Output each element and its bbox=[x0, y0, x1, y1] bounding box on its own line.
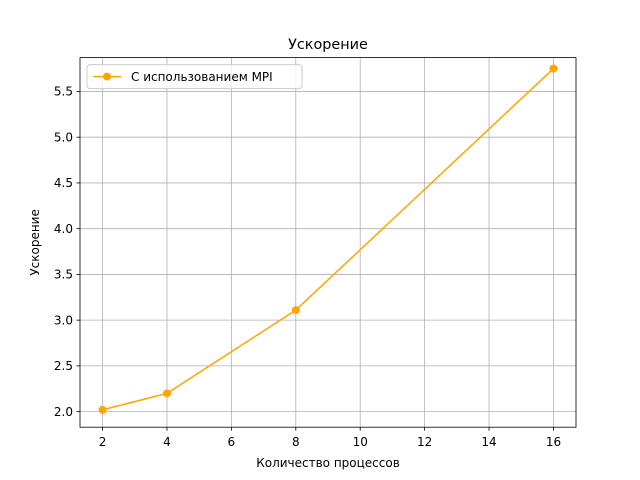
x-tick-label: 4 bbox=[163, 435, 171, 449]
x-tick-label: 12 bbox=[417, 435, 432, 449]
x-tick-label: 2 bbox=[99, 435, 107, 449]
legend-frame bbox=[86, 64, 303, 90]
data-point bbox=[291, 306, 300, 315]
y-tick-label: 4.5 bbox=[54, 176, 73, 190]
y-tick-label: 4.0 bbox=[54, 222, 73, 236]
y-axis-title: Ускорение bbox=[28, 209, 42, 276]
plot-area-frame bbox=[79, 57, 577, 428]
x-tick-label: 14 bbox=[481, 435, 496, 449]
x-axis-title: Количество процессов bbox=[256, 456, 400, 470]
data-point bbox=[162, 389, 171, 398]
x-tick-label: 16 bbox=[546, 435, 561, 449]
x-tick-label: 10 bbox=[353, 435, 368, 449]
grid-lines bbox=[80, 57, 576, 428]
y-tick-label: 2.5 bbox=[54, 359, 73, 373]
chart-title: Ускорение bbox=[288, 37, 368, 53]
y-tick-label: 3.0 bbox=[54, 313, 73, 327]
x-tick-label: 8 bbox=[292, 435, 300, 449]
legend-label: С использованием MPI bbox=[131, 70, 273, 84]
y-tick-label: 3.5 bbox=[54, 268, 73, 282]
series-layer bbox=[98, 64, 558, 414]
x-tick-label: 6 bbox=[228, 435, 236, 449]
axis-ticks: 2 4 6 8 10 12 14 16 2.0 2.5 3.0 3.5 4.0 4.5 5.0 5.5 bbox=[54, 85, 561, 449]
data-point bbox=[549, 64, 558, 73]
legend-marker-swatch bbox=[103, 72, 111, 81]
y-tick-label: 5.0 bbox=[54, 130, 73, 144]
series-line bbox=[102, 68, 554, 411]
legend: С использованием MPI bbox=[86, 64, 303, 90]
y-tick-label: 5.5 bbox=[54, 85, 73, 99]
data-point bbox=[98, 405, 107, 414]
y-tick-label: 2.0 bbox=[54, 405, 73, 419]
